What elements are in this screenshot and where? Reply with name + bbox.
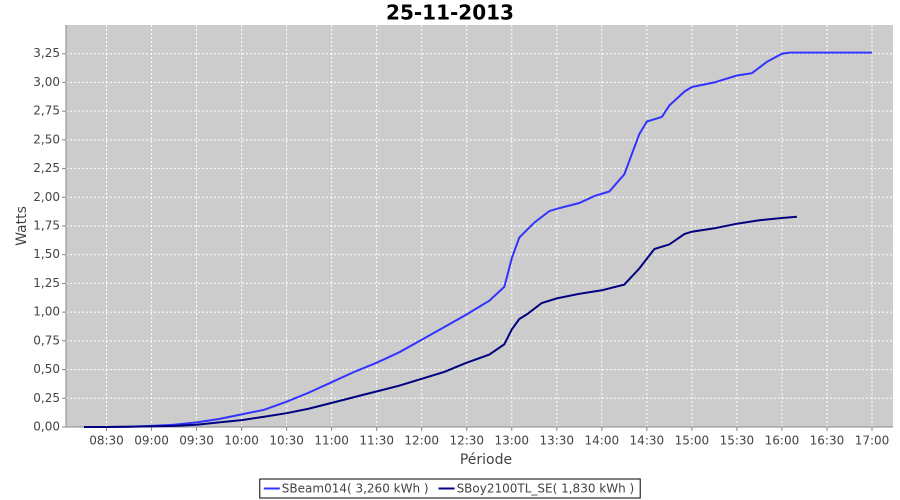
legend-label: SBoy2100TL_SE( 1,830 kWh ) xyxy=(457,482,635,496)
x-tick-label: 15:30 xyxy=(720,434,755,448)
legend: SBeam014( 3,260 kWh ) SBoy2100TL_SE( 1,83… xyxy=(259,478,641,499)
x-tick-label: 16:00 xyxy=(765,434,800,448)
y-tick-label: 3,00 xyxy=(33,75,60,89)
chart-title: 25-11-2013 xyxy=(386,1,514,25)
y-tick-label: 1,50 xyxy=(33,247,60,261)
y-axis-label: Watts xyxy=(14,206,30,246)
y-tick-label: 0,00 xyxy=(33,420,60,434)
y-tick-label: 1,25 xyxy=(33,276,60,290)
legend-label: SBeam014( 3,260 kWh ) xyxy=(282,482,429,496)
x-tick-label: 14:00 xyxy=(585,434,620,448)
x-tick-label: 16:30 xyxy=(810,434,845,448)
series-line xyxy=(84,215,797,428)
y-tick-label: 1,00 xyxy=(33,305,60,319)
x-tick-label: 12:00 xyxy=(404,434,439,448)
y-tick-label: 2,75 xyxy=(33,104,60,118)
x-tick-label: 09:00 xyxy=(134,434,169,448)
y-tick-label: 0,25 xyxy=(33,391,60,405)
series-line xyxy=(84,51,872,428)
y-tick-label: 2,25 xyxy=(33,161,60,175)
x-tick-label: 11:30 xyxy=(359,434,394,448)
y-tick-label: 0,50 xyxy=(33,362,60,376)
x-tick-label: 10:00 xyxy=(224,434,259,448)
x-tick-label: 17:00 xyxy=(855,434,890,448)
x-tick-label: 08:30 xyxy=(89,434,124,448)
x-axis-label: Période xyxy=(460,452,512,468)
x-tick-label: 10:30 xyxy=(269,434,304,448)
y-tick-label: 3,25 xyxy=(33,46,60,60)
x-tick-label: 12:30 xyxy=(449,434,484,448)
y-tick-label: 2,00 xyxy=(33,190,60,204)
x-tick-label: 13:00 xyxy=(494,434,529,448)
y-tick-label: 0,75 xyxy=(33,333,60,347)
x-tick-label: 14:30 xyxy=(630,434,665,448)
x-tick-label: 09:30 xyxy=(179,434,214,448)
y-tick-label: 1,75 xyxy=(33,219,60,233)
y-tick-label: 2,50 xyxy=(33,132,60,146)
x-tick-label: 13:30 xyxy=(539,434,574,448)
x-tick-label: 15:00 xyxy=(675,434,710,448)
x-tick-label: 11:00 xyxy=(314,434,349,448)
